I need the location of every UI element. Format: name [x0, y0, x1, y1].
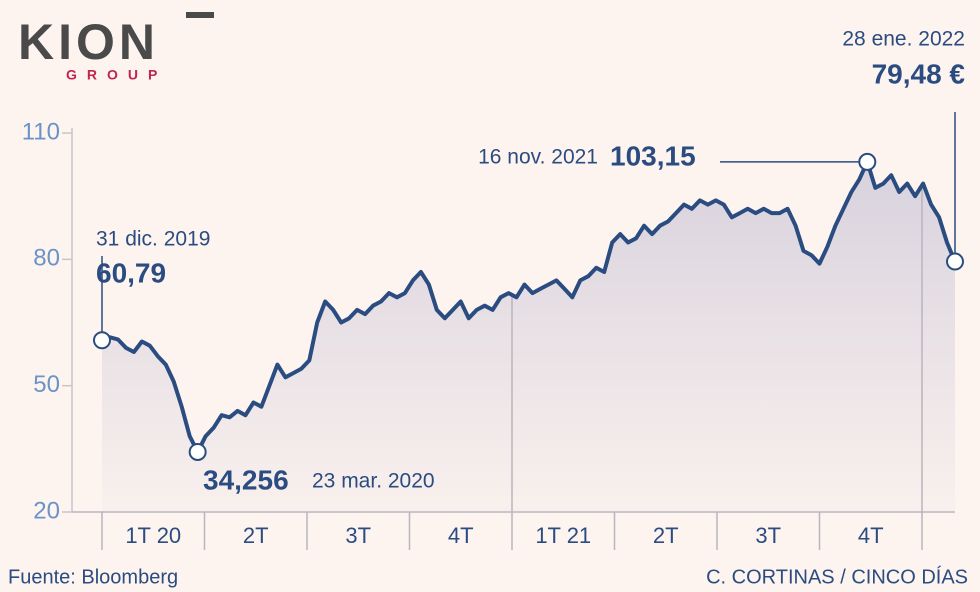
x-tick-label: 3T: [755, 523, 781, 548]
logo-group: GROUP: [66, 67, 167, 83]
highlight-point: [858, 152, 877, 171]
logo-name: KION: [18, 14, 159, 70]
highlight-point: [946, 252, 964, 271]
annotation-value: 103,15: [610, 140, 696, 171]
annotation-date: 31 dic. 2019: [96, 228, 210, 251]
annotation-date: 23 mar. 2020: [312, 470, 435, 493]
source: Fuente: Bloomberg: [8, 566, 178, 588]
y-tick-label: 80: [33, 245, 60, 272]
y-tick-label: 110: [22, 118, 60, 145]
annotation-value: 34,256: [203, 464, 289, 495]
annotation-date: 28 ene. 2022: [842, 28, 965, 51]
price-line: [101, 159, 957, 454]
x-tick-label: 2T: [243, 523, 269, 548]
annotation-date: 16 nov. 2021: [478, 146, 598, 169]
logo-bar: [186, 12, 214, 18]
credit: C. CORTINAS / CINCO DÍAS: [706, 565, 968, 588]
highlight-point: [93, 331, 111, 350]
annotation-value: 79,48 €: [872, 58, 966, 89]
x-tick-label: 3T: [345, 523, 371, 548]
x-tick-label: 1T 20: [125, 523, 181, 548]
y-tick-label: 50: [33, 371, 60, 398]
x-tick-label: 4T: [448, 523, 474, 548]
y-tick-label: 20: [33, 497, 60, 524]
x-tick-label: 2T: [653, 523, 679, 548]
area-fill: [102, 161, 955, 512]
annotation-value: 60,79: [96, 257, 166, 288]
x-tick-label: 1T 21: [535, 523, 591, 548]
x-tick-label: 4T: [858, 523, 884, 548]
highlight-point: [188, 442, 207, 461]
